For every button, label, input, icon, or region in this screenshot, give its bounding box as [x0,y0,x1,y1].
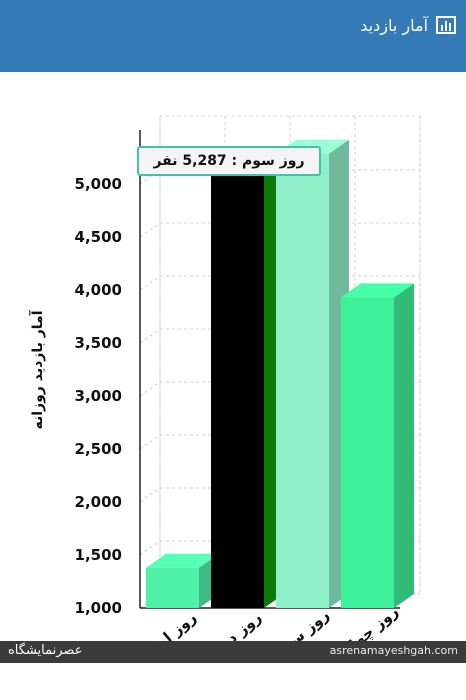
y-tick-label: 1,000 [75,599,122,617]
footer-site: asrenamayeshgah.com [329,644,458,657]
bar [211,148,284,609]
y-tick-label: 4,500 [75,228,122,246]
chart: 1,000 1,500 2,000 2,500 3,000 3,500 4,000 4,500… [75,115,421,641]
y-tick-label: 3,500 [75,334,122,352]
grid-line [139,434,161,450]
x-tick-label: روز دوم [208,608,265,641]
bar [276,139,349,608]
grid-line [139,275,161,291]
y-tick-labels: 1,000 1,500 2,000 2,500 3,000 3,500 4,000 4,500… [75,175,122,617]
app-header: آمار بازدید [0,0,466,72]
y-tick-label: 2,000 [75,493,122,511]
x-tick-label: روز اول [143,608,200,641]
y-tick-label: 3,000 [75,387,122,405]
grid-line [139,381,161,397]
bar-chart-icon [436,16,456,34]
bars [146,139,414,609]
bar [146,553,219,608]
y-tick-label: 2,500 [75,440,122,458]
y-tick-label: 4,000 [75,281,122,299]
header-title: آمار بازدید [360,16,428,35]
y-tick-label: 5,000 [75,175,122,193]
y-tick-label: 1,500 [75,546,122,564]
footer-watermark: عصرنمایشگاه asrenamayeshgah.com [0,641,466,663]
grid-line [139,222,161,238]
tooltip-text: روز سوم : 5,287 نفر [153,153,305,169]
grid-line [139,328,161,344]
y-axis-label: آمار بازدید روزانه [30,310,46,430]
grid-line [139,487,161,503]
bar [341,283,414,608]
footer-logo: عصرنمایشگاه [8,643,83,658]
x-tick-label: روز سوم [270,606,333,641]
grid-line [139,540,161,556]
tooltip: روز سوم : 5,287 نفر [137,146,321,176]
